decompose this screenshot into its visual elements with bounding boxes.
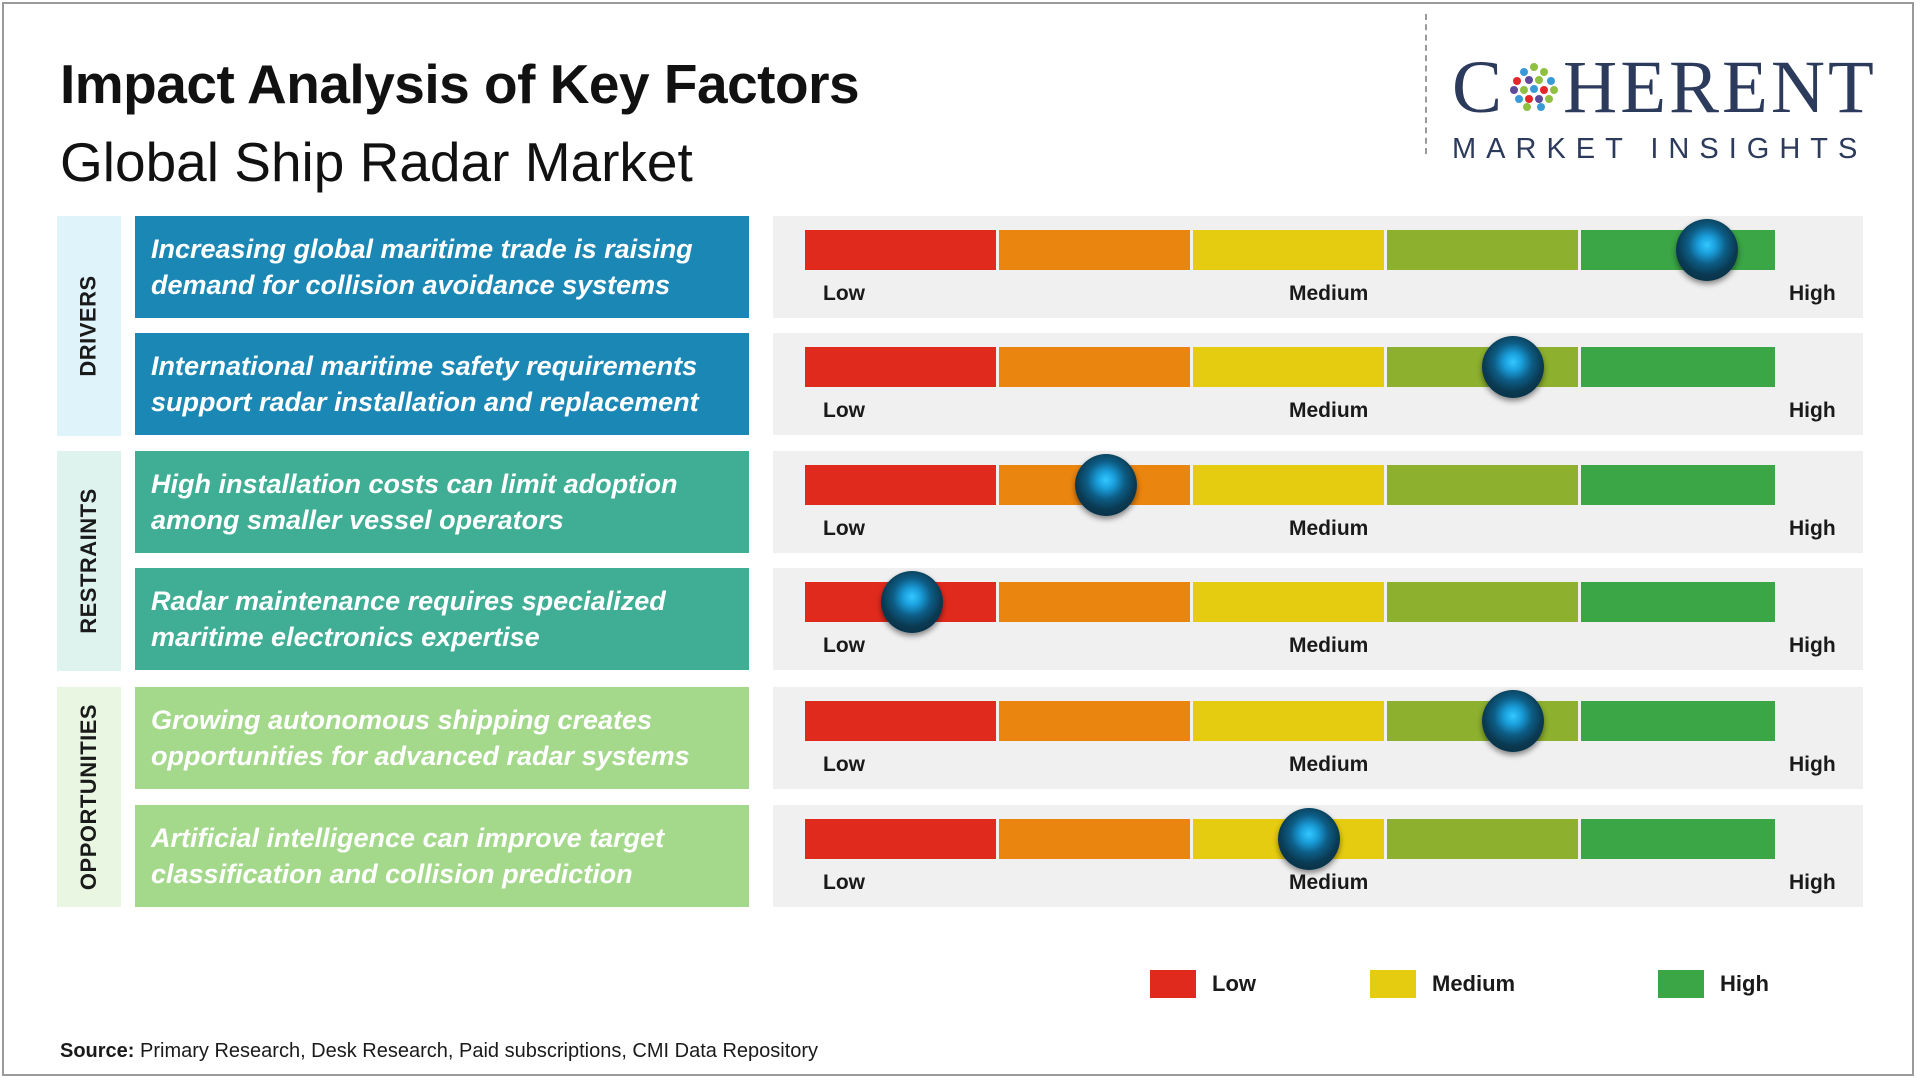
scale-label-high: High bbox=[1789, 634, 1836, 657]
factor-box: Growing autonomous shipping creates oppo… bbox=[135, 687, 749, 789]
impact-marker bbox=[1074, 454, 1137, 516]
scale-label-low: Low bbox=[823, 871, 865, 894]
scale-label-low: Low bbox=[823, 399, 865, 422]
category-text: OPPORTUNITIES bbox=[76, 703, 101, 891]
scale-segment bbox=[1581, 347, 1775, 387]
scale-segment bbox=[1581, 701, 1775, 741]
scale-segment bbox=[1387, 230, 1581, 270]
scale-segment bbox=[1193, 230, 1387, 270]
scale-label-medium: Medium bbox=[1289, 282, 1369, 305]
factor-text: Increasing global maritime trade is rais… bbox=[151, 234, 693, 300]
scale-label-low: Low bbox=[823, 634, 865, 657]
scale-segment bbox=[805, 701, 999, 741]
scale-segment bbox=[999, 582, 1193, 622]
legend-label: Medium bbox=[1432, 971, 1516, 996]
impact-scale-bar bbox=[805, 347, 1775, 387]
scale-label-high: High bbox=[1789, 282, 1836, 305]
scale-segment bbox=[1193, 582, 1387, 622]
chart-title: Impact Analysis of Key Factors bbox=[60, 53, 860, 115]
logo-letters-herent: HERENT bbox=[1563, 46, 1877, 129]
factor-text: Radar maintenance requires specialized m… bbox=[151, 586, 666, 652]
category-text: RESTRAINTS bbox=[76, 488, 101, 634]
source-note: Source: Primary Research, Desk Research,… bbox=[60, 1040, 818, 1063]
scale-label-low: Low bbox=[823, 517, 865, 540]
factor-text: High installation costs can limit adopti… bbox=[151, 469, 678, 535]
scale-segment bbox=[805, 347, 999, 387]
category-label-drivers: DRIVERS bbox=[57, 216, 121, 436]
impact-gauge-row: Low Medium High bbox=[773, 216, 1863, 318]
category-text: DRIVERS bbox=[76, 275, 102, 377]
legend-label: High bbox=[1720, 971, 1769, 996]
scale-segment bbox=[1387, 582, 1581, 622]
chart-subtitle: Global Ship Radar Market bbox=[60, 131, 693, 193]
impact-scale-bar bbox=[805, 465, 1775, 505]
impact-marker bbox=[1676, 219, 1739, 281]
impact-scale-bar bbox=[805, 230, 1775, 270]
impact-marker bbox=[1482, 690, 1545, 752]
scale-segment bbox=[1193, 701, 1387, 741]
legend-swatch bbox=[1658, 970, 1704, 998]
scale-label-high: High bbox=[1789, 517, 1836, 540]
factor-box: Artificial intelligence can improve targ… bbox=[135, 805, 749, 907]
factor-text: Growing autonomous shipping creates oppo… bbox=[151, 705, 690, 771]
impact-gauge-row: Low Medium High bbox=[773, 451, 1863, 553]
scale-segment bbox=[805, 819, 999, 859]
impact-gauge-row: Low Medium High bbox=[773, 568, 1863, 670]
factor-box: Increasing global maritime trade is rais… bbox=[135, 216, 749, 318]
impact-gauge-row: Low Medium High bbox=[773, 333, 1863, 435]
scale-label-high: High bbox=[1789, 871, 1836, 894]
scale-segment bbox=[1581, 819, 1775, 859]
scale-segment bbox=[1387, 465, 1581, 505]
factor-text: Artificial intelligence can improve targ… bbox=[151, 823, 665, 889]
scale-label-medium: Medium bbox=[1289, 517, 1369, 540]
scale-label-medium: Medium bbox=[1289, 399, 1369, 422]
category-label-opportunities: OPPORTUNITIES bbox=[57, 687, 121, 907]
scale-segment bbox=[999, 230, 1193, 270]
scale-label-medium: Medium bbox=[1289, 753, 1369, 776]
impact-gauge-row: Low Medium High bbox=[773, 805, 1863, 907]
legend-swatch bbox=[1370, 970, 1416, 998]
scale-label-high: High bbox=[1789, 753, 1836, 776]
factor-box: High installation costs can limit adopti… bbox=[135, 451, 749, 553]
scale-segment bbox=[1581, 465, 1775, 505]
logo-tagline: MARKET INSIGHTS bbox=[1452, 133, 1868, 165]
category-label-restraints: RESTRAINTS bbox=[57, 451, 121, 671]
impact-scale-bar bbox=[805, 701, 1775, 741]
scale-segment bbox=[805, 230, 999, 270]
scale-label-medium: Medium bbox=[1289, 634, 1369, 657]
impact-gauge-row: Low Medium High bbox=[773, 687, 1863, 789]
legend-item-medium: Medium bbox=[1370, 970, 1515, 998]
legend-swatch bbox=[1150, 970, 1196, 998]
logo-divider bbox=[1425, 14, 1427, 154]
factor-box: Radar maintenance requires specialized m… bbox=[135, 568, 749, 670]
company-logo: C HERENT MARKET bbox=[1452, 50, 1892, 165]
scale-segment bbox=[1387, 819, 1581, 859]
impact-scale-bar bbox=[805, 582, 1775, 622]
scale-segment bbox=[805, 465, 999, 505]
legend-item-high: High bbox=[1658, 970, 1769, 998]
factor-text: International maritime safety requiremen… bbox=[151, 351, 699, 417]
impact-marker bbox=[1278, 808, 1341, 870]
scale-segment bbox=[1193, 465, 1387, 505]
legend-item-low: Low bbox=[1150, 970, 1256, 998]
legend-label: Low bbox=[1212, 971, 1256, 996]
scale-segment bbox=[999, 347, 1193, 387]
scale-label-low: Low bbox=[823, 282, 865, 305]
logo-dots-icon bbox=[1510, 63, 1559, 111]
scale-segment bbox=[999, 701, 1193, 741]
impact-marker bbox=[1482, 336, 1545, 398]
scale-segment bbox=[999, 819, 1193, 859]
factor-box: International maritime safety requiremen… bbox=[135, 333, 749, 435]
logo-wordmark: C HERENT bbox=[1452, 50, 1892, 125]
scale-segment bbox=[1581, 582, 1775, 622]
scale-segment bbox=[1193, 347, 1387, 387]
scale-label-low: Low bbox=[823, 753, 865, 776]
impact-marker bbox=[880, 571, 943, 633]
scale-label-medium: Medium bbox=[1289, 871, 1369, 894]
logo-letter-c: C bbox=[1452, 46, 1506, 129]
source-text: Primary Research, Desk Research, Paid su… bbox=[140, 1040, 819, 1062]
scale-label-high: High bbox=[1789, 399, 1836, 422]
source-label: Source: bbox=[60, 1040, 135, 1062]
